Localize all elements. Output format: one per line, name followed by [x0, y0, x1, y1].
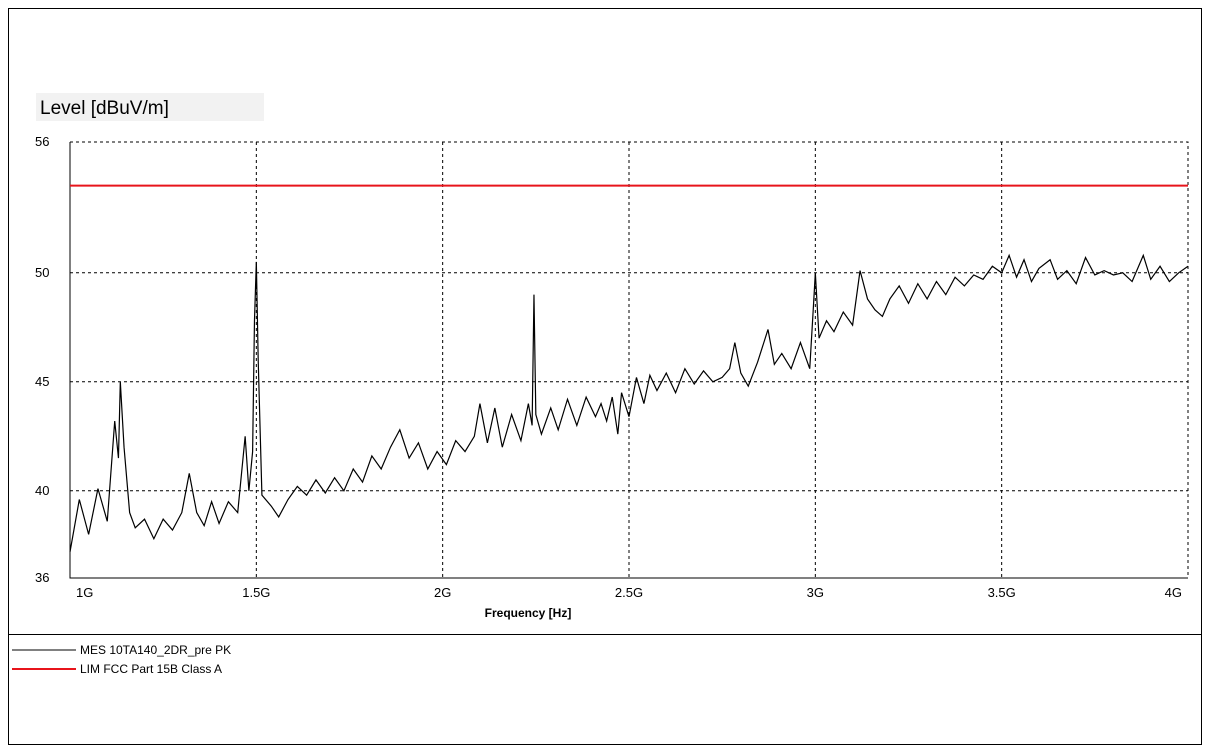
x-tick-label: 4G	[1165, 585, 1182, 600]
y-tick-label: 56	[35, 134, 49, 149]
x-tick-label: 2G	[434, 585, 451, 600]
y-tick-label: 40	[35, 483, 49, 498]
series-line	[69, 253, 1189, 552]
y-axis-label: Level [dBuV/m]	[40, 98, 169, 119]
y-tick-label: 36	[35, 570, 49, 585]
legend-label: LIM FCC Part 15B Class A	[80, 662, 222, 676]
x-tick-label: 3G	[807, 585, 824, 600]
x-tick-label: 2.5G	[615, 585, 643, 600]
frame	[8, 8, 1202, 745]
x-tick-label: 1.5G	[242, 585, 270, 600]
y-label-box	[36, 93, 264, 121]
legend-label: MES 10TA140_2DR_pre PK	[80, 643, 231, 657]
x-axis-label: Frequency [Hz]	[485, 606, 572, 620]
x-tick-label: 3.5G	[988, 585, 1016, 600]
y-tick-label: 45	[35, 374, 49, 389]
y-tick-label: 50	[35, 265, 49, 280]
x-tick-label: 1G	[76, 585, 93, 600]
